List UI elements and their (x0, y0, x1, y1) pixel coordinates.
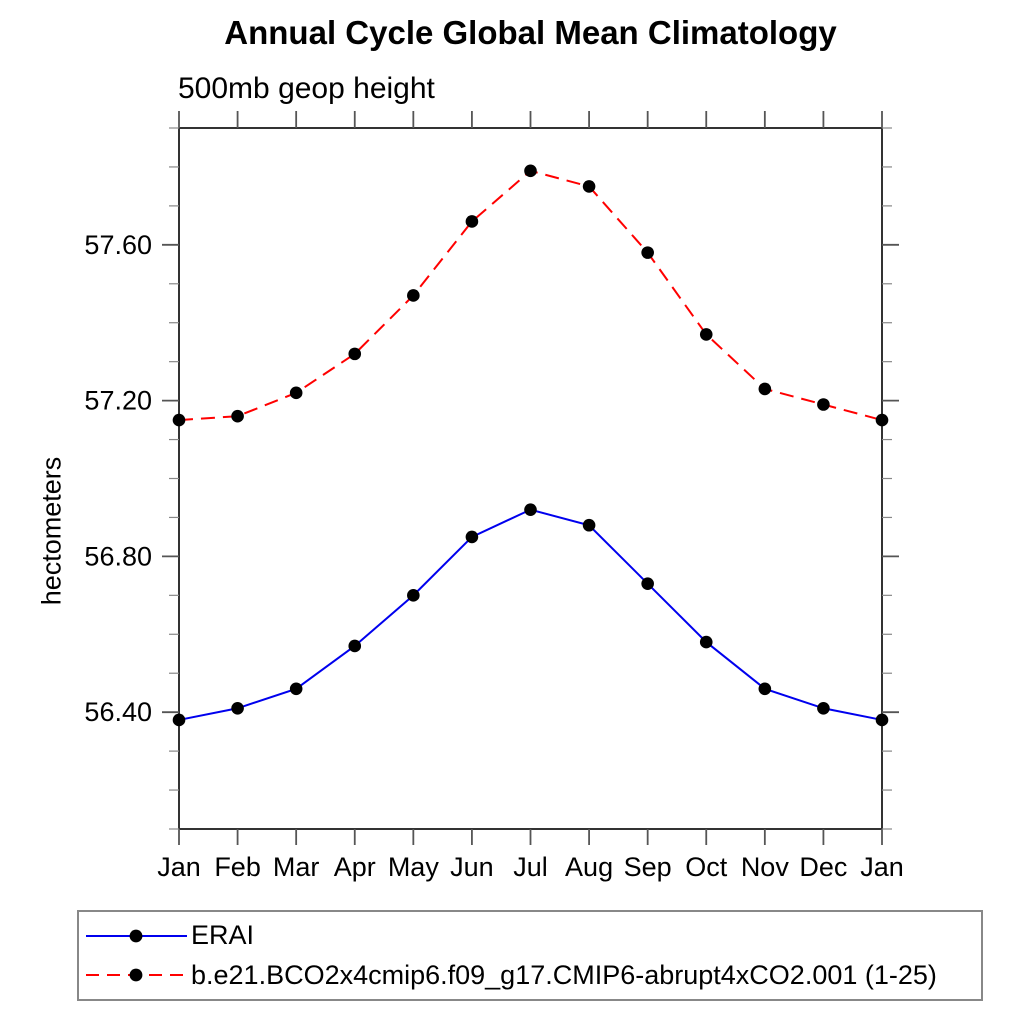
data-point-s1 (758, 382, 772, 396)
series-line-0 (178, 508, 883, 721)
data-point-s1 (582, 180, 596, 193)
data-point-s0 (465, 530, 479, 544)
month-label: Feb (214, 852, 261, 882)
data-point-s0 (524, 503, 537, 516)
month-label: Oct (685, 852, 728, 882)
series-line-1 (178, 169, 883, 422)
axis-box (178, 127, 883, 830)
y-tick-label: 57.60 (84, 230, 152, 260)
legend-label-model: b.e21.BCO2x4cmip6.f09_g17.CMIP6-abrupt4x… (191, 959, 937, 990)
chart-subtitle: 500mb geop height (178, 72, 435, 105)
data-point-s0 (875, 713, 889, 727)
month-label: Sep (624, 852, 672, 882)
data-point-s0 (289, 682, 303, 696)
legend-line-sample-solid (86, 929, 187, 943)
month-label: Jan (157, 852, 201, 882)
data-point-s1 (348, 347, 362, 361)
legend-entry-model: b.e21.BCO2x4cmip6.f09_g17.CMIP6-abrupt4x… (84, 957, 981, 993)
data-point-s0 (641, 577, 654, 590)
data-point-s0 (231, 701, 244, 715)
data-point-s1 (817, 398, 830, 411)
legend-line-sample-dashed (86, 968, 187, 982)
data-point-s0 (407, 589, 420, 602)
legend: ERAI b.e21.BCO2x4cmip6.f09_g17.CMIP6-abr… (77, 910, 983, 1001)
data-point-s1 (641, 246, 654, 259)
data-point-s1 (875, 413, 889, 427)
month-label: Jun (450, 852, 494, 882)
data-point-s1 (231, 409, 244, 423)
data-point-s1 (465, 215, 479, 228)
data-point-s0 (758, 682, 772, 696)
month-label: Mar (273, 852, 320, 882)
data-point-s0 (582, 518, 596, 532)
legend-label-erai: ERAI (191, 920, 255, 951)
data-point-s1 (407, 289, 420, 302)
month-label: Jan (860, 852, 904, 882)
data-point-s0 (817, 701, 830, 715)
month-label: Dec (799, 852, 847, 882)
y-tick-label: 56.80 (84, 541, 152, 571)
month-label: Apr (334, 852, 376, 882)
month-label: Jul (513, 852, 548, 882)
y-tick-label: 56.40 (84, 697, 152, 727)
data-point-s1 (524, 164, 537, 178)
data-point-s0 (348, 639, 362, 653)
legend-entry-erai: ERAI (84, 918, 981, 954)
data-point-s0 (172, 713, 186, 727)
data-point-s1 (172, 413, 186, 427)
month-label: Aug (565, 852, 613, 882)
data-point-s0 (699, 635, 713, 649)
data-point-s1 (699, 328, 713, 341)
y-tick-label: 57.20 (84, 386, 152, 416)
month-label: May (388, 852, 440, 882)
month-label: Nov (741, 852, 790, 882)
chart-title: Annual Cycle Global Mean Climatology (224, 14, 837, 51)
data-point-s1 (289, 386, 303, 400)
